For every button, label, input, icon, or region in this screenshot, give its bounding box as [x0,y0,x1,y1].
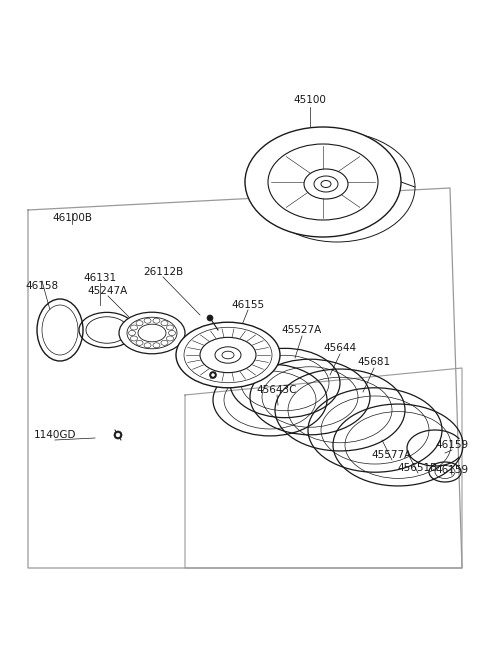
Text: 45100: 45100 [294,95,326,105]
Text: 46159: 46159 [435,440,468,450]
Ellipse shape [138,324,166,342]
Text: 46159: 46159 [435,465,468,475]
Ellipse shape [215,346,241,363]
Text: 46158: 46158 [25,281,59,291]
Ellipse shape [209,371,216,379]
Ellipse shape [86,317,128,343]
Text: 46155: 46155 [231,300,264,310]
Text: 26112B: 26112B [143,267,183,277]
Ellipse shape [176,322,280,388]
Ellipse shape [314,176,338,192]
Ellipse shape [119,312,185,354]
Text: 45247A: 45247A [88,286,128,296]
Ellipse shape [304,169,348,199]
Ellipse shape [321,181,331,187]
Text: 45644: 45644 [324,343,357,353]
Ellipse shape [207,315,213,321]
Text: 45651B: 45651B [398,463,438,473]
Ellipse shape [200,337,256,373]
Ellipse shape [114,431,122,439]
Ellipse shape [212,373,215,377]
Ellipse shape [116,433,120,437]
Ellipse shape [245,127,401,237]
Text: 45643C: 45643C [257,385,297,395]
Ellipse shape [42,305,78,355]
Text: 1140GD: 1140GD [34,430,76,440]
Text: 46131: 46131 [84,273,117,283]
Text: 45527A: 45527A [282,325,322,335]
Text: 46100B: 46100B [52,213,92,223]
Ellipse shape [268,144,378,220]
Text: 45681: 45681 [358,357,391,367]
Ellipse shape [222,351,234,359]
Text: 45577A: 45577A [372,450,412,460]
